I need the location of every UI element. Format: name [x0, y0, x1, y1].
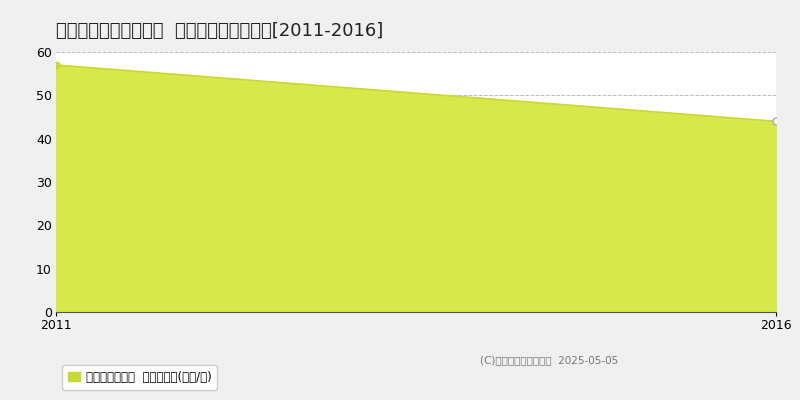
Legend: マンション価格  平均坪単価(万円/坪): マンション価格 平均坪単価(万円/坪): [62, 365, 217, 390]
Text: (C)土地価格ドットコム  2025-05-05: (C)土地価格ドットコム 2025-05-05: [480, 355, 618, 365]
Text: 生駒郡斑鳩町法隆寺南  マンション価格推移[2011-2016]: 生駒郡斑鳩町法隆寺南 マンション価格推移[2011-2016]: [56, 22, 383, 40]
